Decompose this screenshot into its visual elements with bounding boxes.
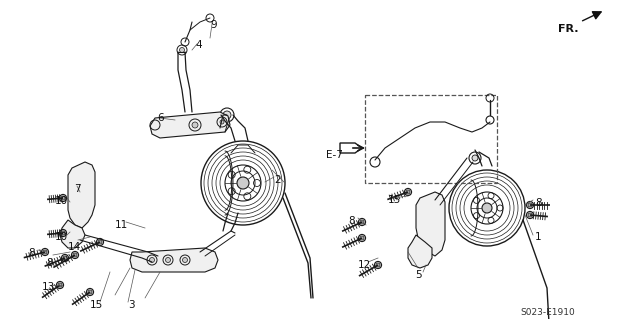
Text: 11: 11 — [115, 220, 128, 230]
Circle shape — [58, 283, 62, 287]
Polygon shape — [150, 112, 230, 138]
Circle shape — [472, 155, 478, 161]
Text: 15: 15 — [90, 300, 103, 310]
Circle shape — [528, 203, 532, 207]
Text: 5: 5 — [415, 270, 422, 280]
Text: 2: 2 — [274, 175, 280, 185]
Text: E-7: E-7 — [326, 150, 343, 160]
Polygon shape — [68, 162, 95, 228]
Polygon shape — [130, 248, 218, 272]
Text: 10: 10 — [55, 232, 68, 242]
Text: 10: 10 — [55, 196, 68, 206]
Circle shape — [237, 177, 249, 189]
Circle shape — [220, 120, 224, 124]
Text: 8: 8 — [535, 198, 541, 208]
Circle shape — [166, 257, 170, 263]
Polygon shape — [60, 220, 85, 248]
Circle shape — [360, 236, 364, 240]
Circle shape — [528, 213, 532, 217]
Text: 14: 14 — [68, 242, 81, 252]
Text: FR.: FR. — [558, 24, 579, 34]
Polygon shape — [408, 235, 432, 268]
Circle shape — [360, 220, 364, 224]
Circle shape — [223, 111, 231, 119]
Text: 3: 3 — [128, 300, 134, 310]
Text: 7: 7 — [74, 184, 81, 194]
Text: 8: 8 — [28, 248, 35, 258]
Text: 8: 8 — [46, 258, 52, 268]
Circle shape — [43, 250, 47, 254]
Text: 4: 4 — [195, 40, 202, 50]
Circle shape — [63, 256, 67, 260]
Text: S023-E1910: S023-E1910 — [520, 308, 575, 317]
Text: 15: 15 — [388, 195, 401, 205]
Circle shape — [482, 203, 492, 213]
Text: 13: 13 — [42, 282, 55, 292]
Polygon shape — [416, 192, 445, 256]
Circle shape — [98, 240, 102, 244]
Circle shape — [150, 257, 154, 263]
Circle shape — [179, 48, 184, 53]
Circle shape — [88, 290, 92, 294]
Circle shape — [73, 253, 77, 257]
Text: 9: 9 — [210, 20, 216, 30]
Text: 8: 8 — [348, 216, 355, 226]
Circle shape — [192, 122, 198, 128]
Circle shape — [61, 231, 65, 235]
Text: 12: 12 — [358, 260, 371, 270]
Circle shape — [406, 190, 410, 194]
Circle shape — [376, 263, 380, 267]
Bar — [365, 95, 497, 183]
Text: 6: 6 — [157, 113, 164, 123]
Text: 1: 1 — [535, 232, 541, 242]
Circle shape — [61, 196, 65, 200]
Polygon shape — [340, 143, 362, 153]
Circle shape — [182, 257, 188, 263]
